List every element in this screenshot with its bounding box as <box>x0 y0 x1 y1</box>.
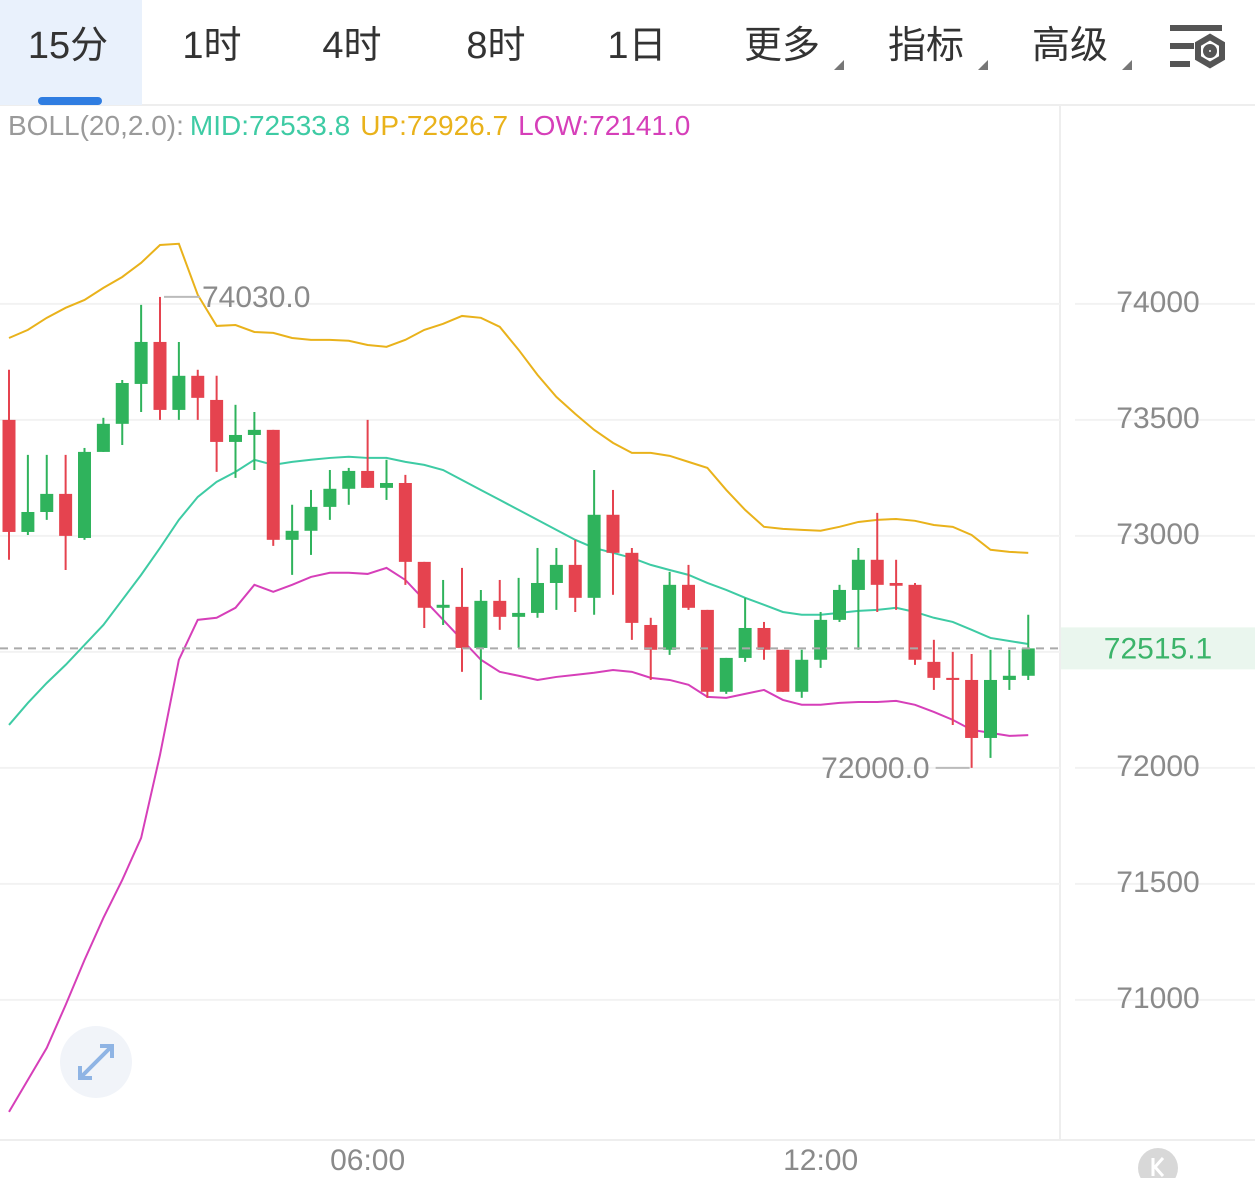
candle-body <box>40 493 54 512</box>
icon-hex <box>1195 33 1225 69</box>
y-tick-label: 72000 <box>1116 750 1199 783</box>
x-tick-label: 12:00 <box>783 1144 858 1177</box>
candle-body <box>134 341 148 384</box>
candle-body <box>380 482 393 488</box>
legend-entry: MID:72533.8 <box>190 110 350 141</box>
settings-icon[interactable] <box>1170 25 1225 69</box>
candle-body <box>851 559 865 590</box>
candle-body <box>361 470 375 488</box>
candle-body <box>247 429 261 435</box>
candle-body <box>663 584 677 650</box>
y-tick-label: 71500 <box>1116 866 1199 899</box>
dropdown-caret <box>978 60 988 70</box>
dropdown-caret <box>1122 60 1132 70</box>
candle-body <box>59 493 73 536</box>
y-tick-label: 74000 <box>1116 286 1199 319</box>
candle-body <box>115 383 129 424</box>
legend-entry: UP:72926.7 <box>360 110 508 141</box>
icon-dot <box>1203 44 1217 58</box>
candle-body <box>266 429 280 540</box>
candle-body <box>644 624 658 650</box>
annotation-label: 72000.0 <box>821 752 929 785</box>
tab[interactable]: 1日 <box>607 25 666 67</box>
boll-line <box>8 242 1029 554</box>
k-button[interactable] <box>1138 1148 1178 1178</box>
candle-body <box>493 600 507 617</box>
tab[interactable]: 指标 <box>888 25 964 67</box>
tab[interactable]: 更多 <box>744 25 820 67</box>
tabs: 15分 1时 4时 8时 1日 更多 指标 高级 <box>0 0 1132 105</box>
k-icon <box>1151 1157 1165 1177</box>
candle-body <box>927 661 941 678</box>
candle-body <box>549 564 563 583</box>
candle-body <box>738 627 752 658</box>
candle-body <box>210 399 224 442</box>
candle-body <box>1021 648 1035 676</box>
candle-body <box>78 451 91 538</box>
candle-body <box>814 619 828 660</box>
candle-body <box>719 657 733 692</box>
y-tick-label: 73000 <box>1116 518 1199 551</box>
last-price-label: 72515.1 <box>1104 632 1212 665</box>
tab-bar <box>0 0 1255 105</box>
tab[interactable]: 4时 <box>322 25 381 67</box>
candle-body <box>984 679 997 738</box>
candle-body <box>512 612 526 617</box>
candle-body <box>1002 675 1016 680</box>
tab[interactable]: 15分 <box>28 25 108 67</box>
candle-body <box>436 604 450 608</box>
candle-body <box>342 470 356 489</box>
annotation-label: 74030.0 <box>202 281 310 314</box>
dropdown-caret <box>834 60 844 70</box>
candle-body <box>889 582 903 586</box>
candle-body <box>455 606 469 648</box>
candle-body <box>870 559 884 585</box>
candle-body <box>833 589 846 620</box>
candle-body <box>682 584 695 608</box>
candle-body <box>153 341 167 410</box>
candle-body <box>757 627 771 650</box>
tab[interactable]: 1时 <box>182 25 241 67</box>
legend: BOLL(20,2.0): MID:72533.8 UP:72926.7 LOW:72… <box>8 110 690 141</box>
active-indicator <box>38 97 102 105</box>
tab[interactable]: 高级 <box>1032 25 1108 67</box>
candle-body <box>776 649 790 692</box>
candle-body <box>191 375 205 398</box>
candle-body <box>908 584 922 660</box>
candle-body <box>568 564 582 598</box>
candle-body <box>417 561 431 608</box>
active-tab-bg <box>0 0 142 105</box>
boll-line <box>8 566 1029 1113</box>
candle-body <box>96 423 110 452</box>
candle-body <box>700 609 714 692</box>
candle-body <box>229 434 242 442</box>
candle-body <box>531 582 544 613</box>
candle-body <box>946 677 960 680</box>
candle-body <box>625 552 639 623</box>
candle-body <box>795 659 809 692</box>
candle-body <box>606 514 620 553</box>
candle-body <box>2 419 16 532</box>
candle-body <box>587 514 601 598</box>
candle-body <box>172 375 186 410</box>
x-tick-label: 06:00 <box>330 1144 405 1177</box>
tab[interactable]: 8时 <box>466 25 525 67</box>
candle-body <box>398 482 412 562</box>
legend-entry: LOW:72141.0 <box>518 110 690 141</box>
last-price-bg <box>1061 627 1255 670</box>
candle-body <box>965 679 979 738</box>
indicator-label: BOLL(20,2.0): <box>8 110 184 141</box>
candle-body <box>323 488 337 507</box>
expand-icon <box>78 1044 114 1080</box>
expand-button[interactable] <box>60 1026 132 1098</box>
candle-body <box>304 506 318 531</box>
candle-body <box>285 530 299 540</box>
y-tick-label: 71000 <box>1116 982 1199 1015</box>
y-tick-label: 73500 <box>1116 402 1199 435</box>
plot: 7100071500720007250073000735007400006:00… <box>0 242 1255 1177</box>
candle-body <box>474 600 488 648</box>
candle-body <box>21 511 35 532</box>
